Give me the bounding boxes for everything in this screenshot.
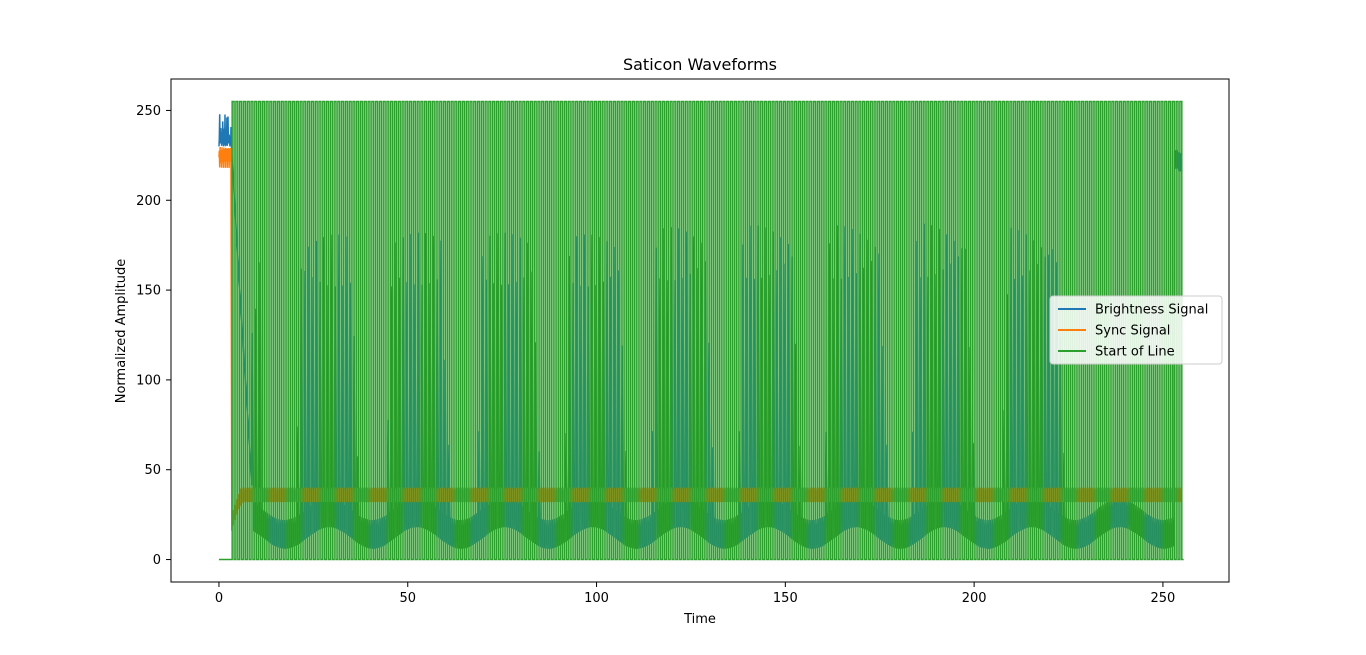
x-tick-label: 50 [399,591,416,606]
y-tick-label: 250 [136,104,161,119]
legend[interactable]: Brightness Signal Sync Signal Start of Lin… [1049,295,1223,365]
x-axis: 0 50 100 150 200 250 [215,582,1176,606]
legend-box [1049,295,1223,365]
start-of-line-line [218,100,1184,561]
legend-entry: Sync Signal [1095,324,1170,339]
y-tick-label: 100 [136,373,161,388]
y-tick-label: 200 [136,194,161,209]
chart-title: Saticon Waveforms [623,55,777,74]
legend-entry: Start of Line [1095,345,1175,360]
x-tick-label: 200 [962,591,987,606]
plot-frame [170,78,1230,583]
y-tick-label: 0 [153,553,161,568]
x-axis-label: Time [683,612,716,627]
series-layer [218,100,1184,561]
x-tick-label: 250 [1151,591,1176,606]
y-axis: 0 50 100 150 200 250 [136,104,171,568]
y-tick-label: 150 [136,284,161,299]
x-tick-label: 150 [773,591,798,606]
y-tick-label: 50 [144,463,161,478]
x-tick-label: 0 [215,591,223,606]
x-tick-label: 100 [584,591,609,606]
legend-entry: Brightness Signal [1095,303,1208,318]
y-axis-label: Normalized Amplitude [114,259,129,403]
